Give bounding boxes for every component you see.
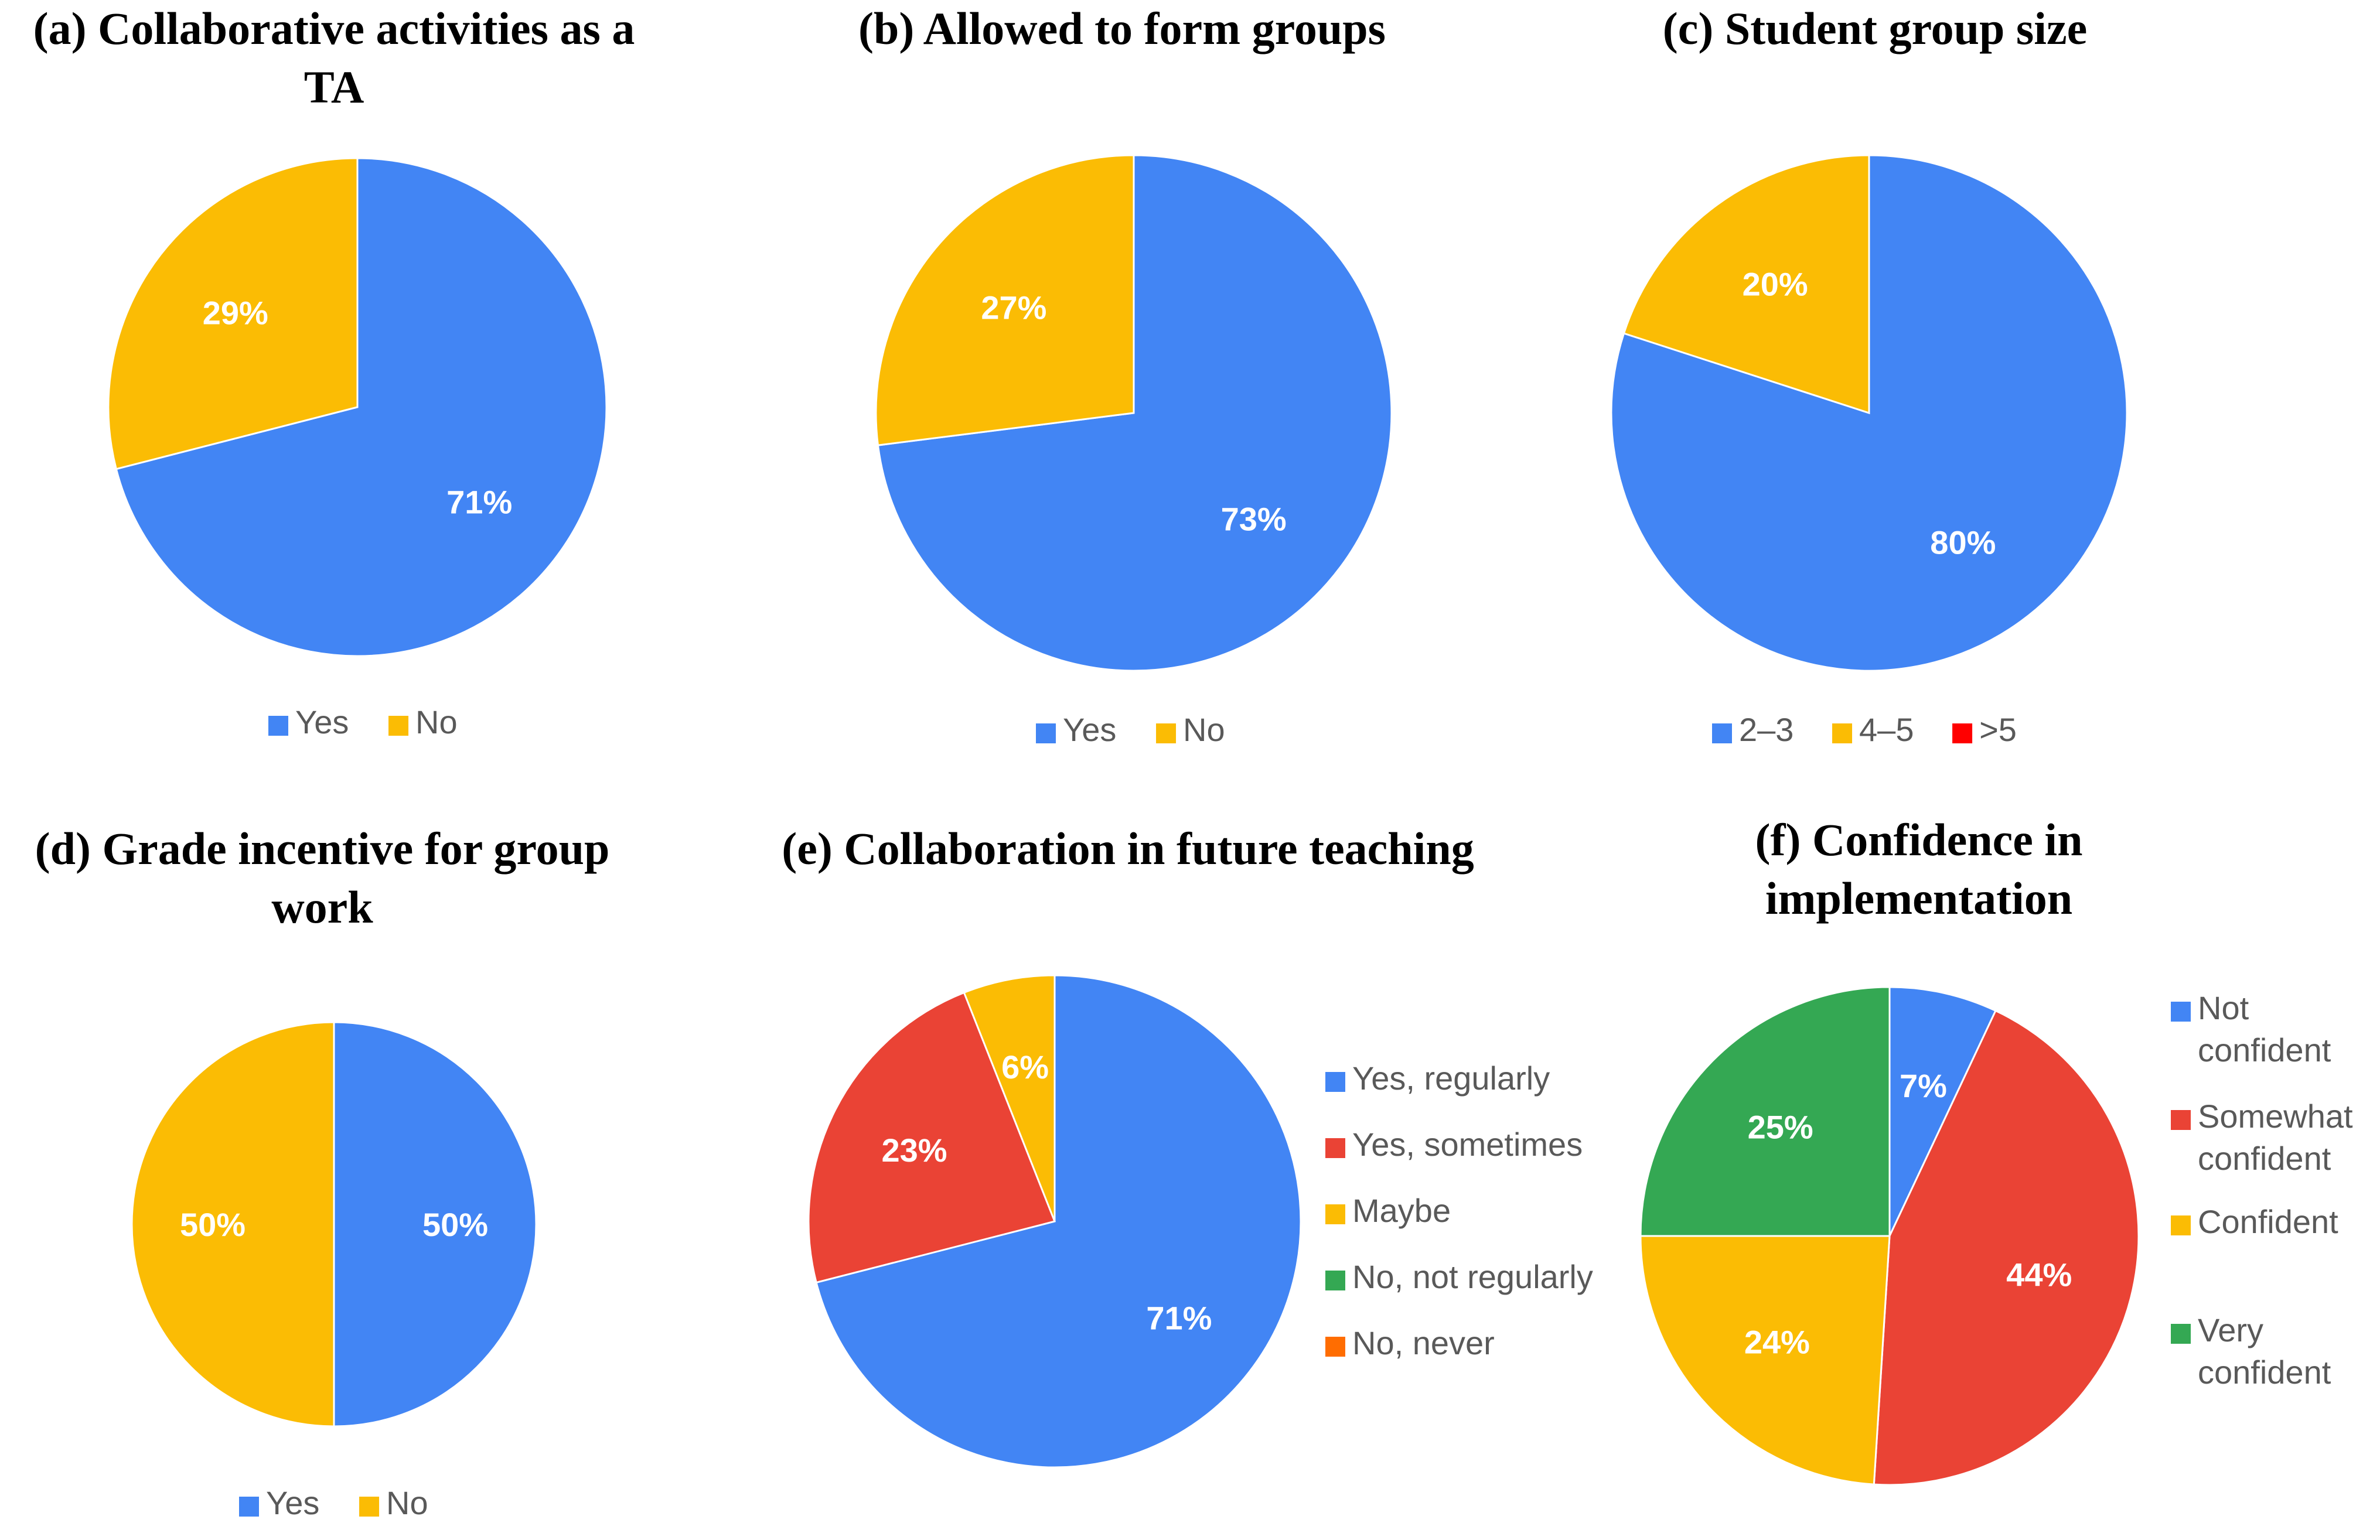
legend-label: No, never <box>1352 1324 1495 1361</box>
legend-label: >5 <box>1979 711 2017 748</box>
slice-data-label: 27% <box>981 289 1046 326</box>
legend-label: Yes <box>266 1484 319 1521</box>
legend-label: Somewhat <box>2198 1098 2353 1135</box>
legend-label: Maybe <box>1352 1192 1451 1229</box>
legend-swatch <box>2171 1215 2191 1235</box>
pie-chart-f: (f) Confidence in implementation 7% 44% 24% 2… <box>1639 814 2353 1486</box>
legend-label: confident <box>2198 1032 2331 1068</box>
legend-swatch <box>1036 723 1056 743</box>
slice-data-label: 20% <box>1743 265 1808 302</box>
legend-swatch <box>359 1497 380 1517</box>
chart-title: (c) Student group size <box>1663 3 2087 54</box>
pie-slice <box>1873 1009 2140 1486</box>
slice-data-label: 80% <box>1930 524 1996 561</box>
legend-swatch <box>1325 1204 1345 1224</box>
chart-title: TA <box>304 62 364 112</box>
pie-slice <box>1622 154 1870 415</box>
pie-chart-c: (c) Student group size 80% 20% 2–3 4–5 >5 <box>1610 3 2128 748</box>
slice-data-label: 24% <box>1744 1323 1810 1360</box>
pie-slice <box>1639 986 1891 1237</box>
pie-slice <box>333 1021 537 1428</box>
pie-slice <box>107 157 359 470</box>
legend-label: Yes, regularly <box>1352 1060 1550 1097</box>
pie-chart-d: (d) Grade incentive for group work 50% 50% Y… <box>35 823 610 1521</box>
legend-swatch <box>2171 1324 2191 1344</box>
chart-title: (d) Grade incentive for group <box>35 823 610 874</box>
legend-swatch <box>1712 723 1732 743</box>
legend-label: Yes, sometimes <box>1352 1126 1583 1163</box>
legend-label: Yes <box>1063 711 1116 748</box>
legend-label: No, not regularly <box>1352 1258 1593 1295</box>
slice-data-label: 6% <box>1001 1049 1049 1085</box>
pie-slice <box>815 974 1302 1469</box>
slice-data-label: 50% <box>422 1206 488 1243</box>
pie-slice <box>1888 986 1997 1237</box>
slice-data-label: 50% <box>180 1206 245 1243</box>
legend-swatch <box>1952 723 1973 743</box>
legend-swatch <box>239 1497 259 1517</box>
legend-label: No <box>415 704 458 740</box>
legend-swatch <box>1325 1072 1345 1092</box>
slice-data-label: 29% <box>203 294 268 331</box>
legend-swatch <box>1832 723 1853 743</box>
pie-chart-a: (a) Collaborative activities as a TA 71% 29… <box>33 3 635 740</box>
legend-label: Yes <box>295 704 349 740</box>
slice-data-label: 23% <box>881 1132 947 1169</box>
chart-title: implementation <box>1765 873 2072 924</box>
legend-swatch <box>2171 1110 2191 1130</box>
legend-swatch <box>1156 723 1177 743</box>
slice-data-label: 7% <box>1900 1067 1947 1104</box>
slice-data-label: 44% <box>2006 1256 2072 1293</box>
legend-label: No <box>1183 711 1225 748</box>
slice-data-label: 71% <box>1146 1300 1212 1337</box>
pie-chart-e: (e) Collaboration in future teaching 71% 2… <box>782 823 1593 1469</box>
legend-label: Not <box>2198 989 2249 1026</box>
legend-label: 4–5 <box>1859 711 1914 748</box>
slice-data-label: 71% <box>446 484 512 521</box>
legend-label: 2–3 <box>1739 711 1793 748</box>
slice-data-label: 25% <box>1748 1109 1813 1146</box>
legend-label: confident <box>2198 1140 2331 1177</box>
legend-swatch <box>1325 1138 1345 1158</box>
pie-slice <box>1610 154 2128 672</box>
pie-slice <box>807 991 1056 1284</box>
legend-swatch <box>1325 1271 1345 1290</box>
legend-swatch <box>268 716 288 736</box>
legend-label: Very <box>2198 1312 2263 1348</box>
legend-label: Confident <box>2198 1203 2338 1240</box>
legend-label: confident <box>2198 1354 2331 1391</box>
chart-title: (f) Confidence in <box>1755 814 2083 865</box>
pie-slice <box>963 974 1056 1222</box>
pie-slice <box>131 1021 335 1428</box>
pie-slice <box>877 154 1393 672</box>
legend-swatch <box>1325 1337 1345 1357</box>
chart-title: work <box>271 882 373 933</box>
legend-swatch <box>388 716 409 736</box>
slice-data-label: 73% <box>1221 500 1287 537</box>
legend-label: No <box>386 1484 428 1521</box>
pie-chart-b: (b) Allowed to form groups 73% 27% Yes No <box>858 3 1393 748</box>
legend-swatch <box>2171 1002 2191 1022</box>
pie-slice <box>875 154 1135 446</box>
pie-slice <box>1639 1235 1891 1486</box>
chart-title: (a) Collaborative activities as a <box>33 3 635 54</box>
pie-slice <box>115 157 608 657</box>
chart-title: (e) Collaboration in future teaching <box>782 823 1474 874</box>
chart-title: (b) Allowed to form groups <box>858 3 1386 54</box>
